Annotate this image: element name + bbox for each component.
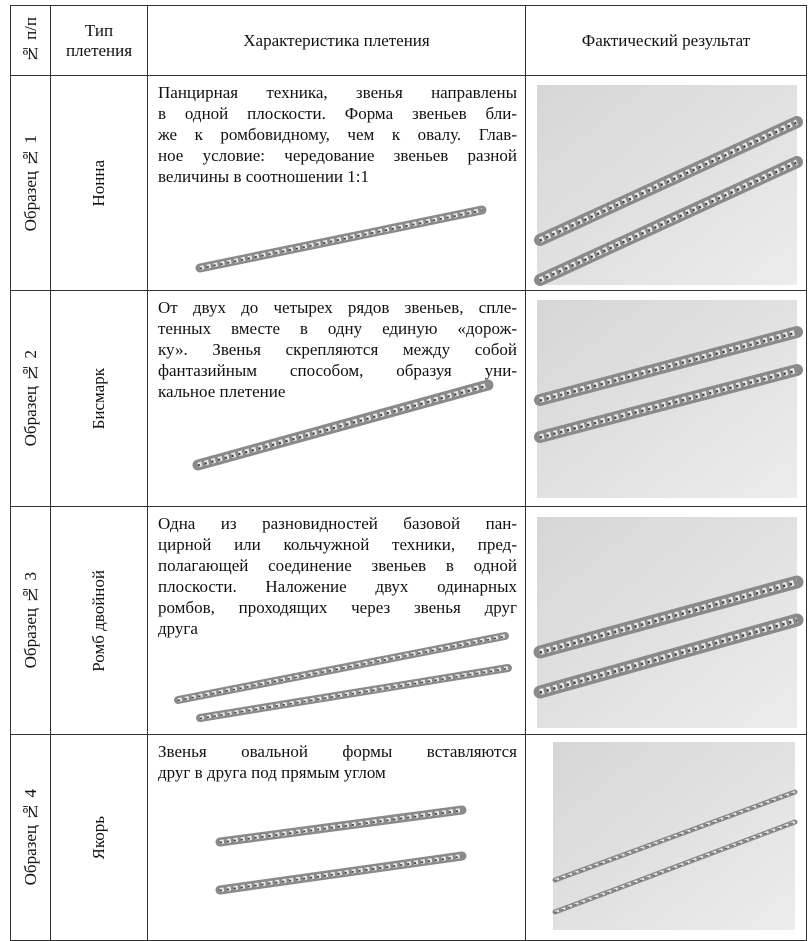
type-label: Нонна [89,160,109,207]
sample-cell: Образец № 4 [10,734,51,941]
header-cell: № п/п [10,5,51,76]
header-number: № п/п [21,17,41,63]
type-label: Бисмарк [89,368,109,429]
sample-label: Образец № 1 [21,135,41,231]
header-type: Тип плетения [65,21,133,61]
sample-label: Образец № 4 [21,789,41,885]
description-line: в одной плоскости. Форма звеньев бли- [158,103,517,124]
header-cell: Характеристика плетения [147,5,526,76]
page: № п/п Тип плетения Характеристика плетен… [0,0,812,937]
header-cell: Тип плетения [50,5,148,76]
description-line: друга [158,618,517,639]
description-line: величины в соотношении 1:1 [158,166,517,187]
header-cell: Фактический результат [525,5,807,76]
result-cell [525,75,807,291]
type-label: Ромб двойной [89,570,109,672]
type-cell: Нонна [50,75,148,291]
description-line: же к ромбовидному, чем к овалу. Глав- [158,124,517,145]
description-line: полагающей соединение звеньев в одной [158,555,517,576]
result-cell [525,734,807,941]
header-result: Фактический результат [582,31,750,51]
sample-cell: Образец № 1 [10,75,51,291]
description-cell: Одна из разновидностей базовой пан-цирно… [147,506,526,735]
description-cell: От двух до четырех рядов звеньев, спле-т… [147,290,526,507]
description-line: кальное плетение [158,381,517,402]
result-cell [525,290,807,507]
description: Одна из разновидностей базовой пан-цирно… [158,513,517,639]
result-cell [525,506,807,735]
sample-cell: Образец № 2 [10,290,51,507]
description-line: тенных вместе в одну единую «дорож- [158,318,517,339]
description-line: ромбов, проходящих через звенья друг [158,597,517,618]
sample-label: Образец № 2 [21,350,41,446]
description-line: ное условие: чередование звеньев разной [158,145,517,166]
description-line: цирной или кольчужной техники, пред- [158,534,517,555]
type-cell: Якорь [50,734,148,941]
type-cell: Ромб двойной [50,506,148,735]
sample-cell: Образец № 3 [10,506,51,735]
type-label: Якорь [89,816,109,860]
header-description: Характеристика плетения [243,31,429,51]
description-line: Одна из разновидностей базовой пан- [158,513,517,534]
type-cell: Бисмарк [50,290,148,507]
description-line: фантазийным способом, образуя уни- [158,360,517,381]
sample-label: Образец № 3 [21,572,41,668]
description-line: Звенья овальной формы вставляются [158,741,517,762]
description: От двух до четырех рядов звеньев, спле-т… [158,297,517,402]
description-line: Панцирная техника, звенья направлены [158,82,517,103]
description-line: ку». Звенья скрепляются между собой [158,339,517,360]
description-line: плоскости. Наложение двух одинарных [158,576,517,597]
description-line: От двух до четырех рядов звеньев, спле- [158,297,517,318]
description-line: друг в друга под прямым углом [158,762,517,783]
